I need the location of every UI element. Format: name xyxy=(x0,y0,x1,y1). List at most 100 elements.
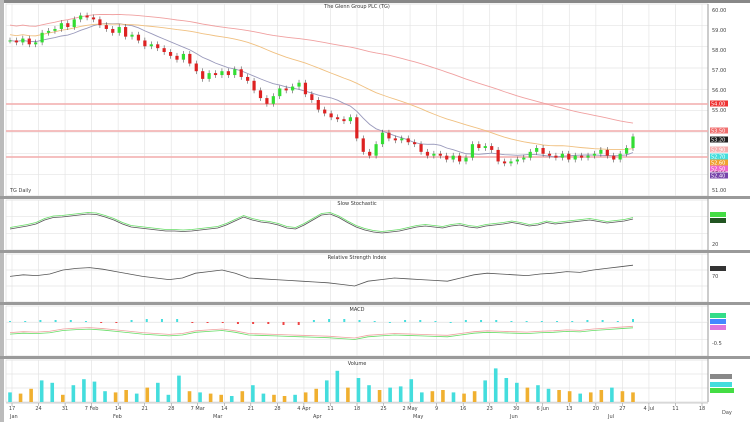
macd-histogram-bar xyxy=(176,319,179,322)
x-tick-label: 23 xyxy=(487,406,493,412)
x-tick-label: 14 xyxy=(221,406,227,412)
volume-bar xyxy=(578,393,583,402)
macd-histogram-bar xyxy=(39,320,42,322)
x-tick-label: 28 xyxy=(274,406,280,412)
candle-up xyxy=(432,153,436,156)
candle-up xyxy=(631,136,635,148)
panel-separator xyxy=(0,356,750,359)
price-tag-label: 54.00 xyxy=(711,102,725,108)
price-axis-label: 56.00 xyxy=(712,88,726,94)
candle-up xyxy=(130,34,134,37)
volume-bar xyxy=(314,388,319,402)
macd-histogram-bar xyxy=(616,321,619,322)
candle-down xyxy=(111,28,115,33)
volume-bar xyxy=(39,380,44,402)
x-tick-label: 31 xyxy=(62,406,68,412)
stoch-axis-label: 20 xyxy=(712,242,718,248)
candle-down xyxy=(406,138,410,143)
macd-histogram-bar xyxy=(373,321,376,322)
macd-tag xyxy=(710,319,726,324)
macd-histogram-bar xyxy=(343,319,346,322)
candle-down xyxy=(258,90,263,99)
panel-rsi: Relative Strength Index xyxy=(0,250,750,303)
volume-bar xyxy=(156,382,160,402)
candle-up xyxy=(535,148,539,152)
candle-up xyxy=(21,38,25,43)
candle-up xyxy=(233,69,237,76)
candle-up xyxy=(8,40,12,42)
candle-down xyxy=(547,153,552,156)
volume-bar xyxy=(472,391,477,402)
candle-down xyxy=(175,55,179,60)
candle-up xyxy=(149,44,153,47)
candle-up xyxy=(400,138,404,141)
macd-histogram-bar xyxy=(404,320,407,322)
rsi-axis-label: 70 xyxy=(712,274,718,280)
volume-bar xyxy=(92,381,97,402)
price-tag xyxy=(710,146,728,153)
volume-bar xyxy=(430,391,435,402)
volume-bar xyxy=(103,391,107,402)
candle-down xyxy=(419,144,423,152)
macd-histogram-bar xyxy=(601,320,604,322)
volume-bar xyxy=(420,392,424,402)
macd-histogram-bar xyxy=(464,320,467,322)
macd-histogram-bar xyxy=(586,320,589,322)
x-tick-label: 18 xyxy=(354,406,360,412)
candle-up xyxy=(271,96,275,104)
x-tick-label: 13 xyxy=(566,406,572,412)
panel-stoch: Slow Stochastic xyxy=(0,196,750,251)
macd-histogram-bar xyxy=(510,321,513,322)
candle-down xyxy=(323,109,327,114)
macd-line xyxy=(9,327,634,340)
candle-up xyxy=(297,82,301,87)
macd-histogram-bar xyxy=(206,322,209,323)
candle-up xyxy=(59,23,63,29)
volume-bar xyxy=(483,380,487,402)
volume-bar xyxy=(261,393,266,402)
macd-histogram-bar xyxy=(191,322,194,323)
candle-down xyxy=(136,34,141,41)
price-tag xyxy=(710,100,728,107)
macd-histogram-bar xyxy=(419,320,422,322)
rsi-tag xyxy=(710,266,726,271)
volume-bar xyxy=(124,390,128,402)
macd-axis-label: -0.5 xyxy=(712,341,722,347)
volume-bar xyxy=(610,387,614,402)
volume-bar xyxy=(324,380,329,402)
candle-up xyxy=(220,71,224,76)
macd-histogram-bar xyxy=(480,320,483,322)
volume-bar xyxy=(145,387,150,402)
candle-down xyxy=(393,138,397,141)
candle-up xyxy=(278,88,282,97)
candle-up xyxy=(509,161,513,164)
candle-down xyxy=(438,153,442,156)
macd-histogram-bar xyxy=(54,320,57,322)
macd-histogram-bar xyxy=(160,319,163,322)
candle-down xyxy=(252,80,256,91)
candle-up xyxy=(348,117,353,122)
x-tick-label: 7 Mar xyxy=(191,406,206,412)
candle-down xyxy=(425,151,430,156)
macd-histogram-bar xyxy=(9,321,11,322)
candle-down xyxy=(387,132,391,139)
support-line xyxy=(6,103,708,105)
candle-down xyxy=(239,69,243,77)
month-label: May xyxy=(413,414,423,420)
panel-price: The Glenn Group PLC (TG) xyxy=(5,3,709,197)
candle-up xyxy=(72,19,76,28)
candle-up xyxy=(464,157,468,162)
candle-down xyxy=(226,71,230,76)
month-label: Apr xyxy=(313,414,323,420)
candle-down xyxy=(303,82,308,95)
panel-title: Volume xyxy=(348,361,367,367)
stoch-tag xyxy=(710,218,726,223)
candle-down xyxy=(496,149,500,162)
price-tag xyxy=(710,172,728,179)
candle-down xyxy=(541,148,545,154)
volume-bar xyxy=(335,370,340,402)
x-tick-label: 21 xyxy=(142,406,148,412)
candle-up xyxy=(586,155,590,158)
candle-down xyxy=(368,151,372,156)
macd-histogram-bar xyxy=(495,320,498,322)
